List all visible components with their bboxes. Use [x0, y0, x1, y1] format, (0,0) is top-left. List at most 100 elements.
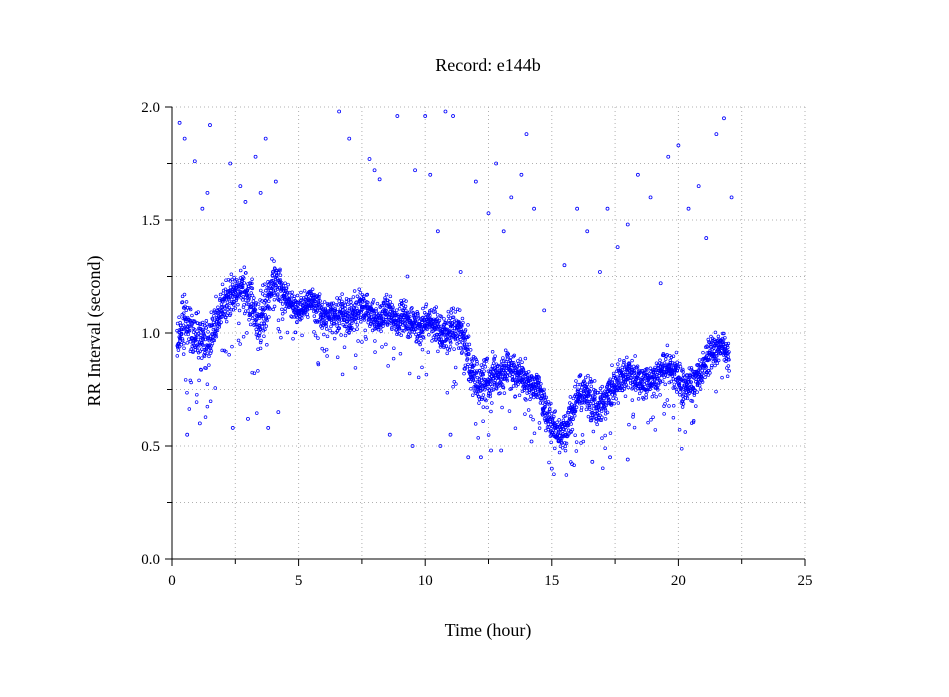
data-point — [491, 387, 496, 392]
data-point — [563, 448, 568, 453]
data-point — [273, 179, 278, 184]
data-point — [524, 398, 528, 402]
data-points — [175, 109, 734, 477]
data-point — [363, 328, 367, 333]
data-point — [524, 372, 528, 377]
data-point — [295, 315, 299, 320]
data-point — [503, 348, 508, 353]
data-point — [295, 320, 299, 325]
data-point — [695, 390, 699, 394]
data-point — [451, 315, 456, 319]
data-point — [324, 347, 329, 352]
data-point — [263, 327, 267, 332]
data-point — [268, 307, 272, 311]
data-point — [408, 318, 413, 323]
data-point — [205, 404, 210, 409]
data-point — [413, 168, 417, 173]
data-point — [202, 354, 207, 358]
data-point — [220, 305, 224, 309]
data-point — [253, 154, 258, 159]
data-point — [536, 374, 541, 379]
data-point — [542, 392, 547, 397]
data-point — [727, 350, 731, 354]
data-point — [595, 408, 600, 413]
data-point — [272, 291, 276, 295]
data-point — [616, 362, 620, 366]
data-point — [635, 172, 640, 177]
data-point — [588, 377, 593, 381]
data-point — [700, 380, 705, 384]
data-point — [224, 319, 229, 324]
data-point — [218, 292, 223, 297]
data-point — [585, 229, 590, 234]
data-point — [301, 302, 305, 307]
data-point — [291, 336, 295, 341]
data-point — [180, 300, 185, 304]
data-point — [355, 323, 360, 327]
data-point — [481, 372, 485, 377]
data-point — [253, 308, 258, 312]
data-point — [346, 313, 351, 318]
data-point — [358, 291, 363, 295]
data-point — [186, 306, 190, 310]
data-point — [434, 320, 438, 324]
data-point — [264, 288, 268, 293]
data-point — [439, 324, 444, 329]
data-point — [324, 327, 329, 331]
data-point — [516, 361, 521, 366]
data-point — [299, 298, 303, 302]
data-point — [663, 357, 668, 361]
data-point — [505, 374, 510, 378]
data-point — [404, 311, 408, 316]
data-point — [432, 317, 436, 322]
data-point — [537, 378, 541, 383]
data-point — [608, 455, 612, 460]
data-point — [559, 436, 564, 441]
data-point — [692, 393, 697, 397]
data-point — [487, 388, 492, 392]
data-point — [247, 297, 251, 301]
data-point — [467, 351, 471, 356]
data-point — [408, 314, 412, 319]
data-point — [547, 409, 552, 414]
data-point — [644, 392, 648, 397]
data-point — [460, 350, 464, 354]
data-point — [254, 317, 259, 321]
data-point — [449, 307, 454, 311]
data-point — [637, 391, 642, 396]
data-point — [726, 341, 731, 346]
data-point — [524, 132, 529, 137]
data-point — [337, 326, 342, 331]
data-point — [246, 416, 250, 421]
data-point — [400, 301, 404, 305]
data-point — [465, 364, 470, 369]
data-point — [709, 334, 713, 339]
data-point — [470, 363, 475, 368]
data-point — [489, 409, 493, 414]
data-point — [607, 398, 611, 402]
data-point — [327, 317, 332, 322]
data-point — [570, 427, 575, 432]
data-point — [572, 413, 577, 418]
data-point — [379, 314, 384, 319]
data-point — [561, 427, 565, 432]
data-point — [274, 273, 279, 277]
data-point — [498, 391, 502, 395]
data-point — [194, 335, 198, 340]
data-point — [315, 320, 320, 324]
data-point — [349, 300, 353, 304]
data-point — [558, 444, 563, 448]
data-point — [243, 309, 248, 313]
data-point — [462, 371, 466, 376]
data-point — [260, 299, 264, 303]
data-point — [663, 402, 667, 406]
data-point — [629, 375, 634, 380]
data-point — [305, 300, 309, 305]
data-point — [177, 120, 182, 125]
data-point — [361, 294, 366, 299]
data-point — [474, 357, 478, 362]
data-point — [372, 327, 377, 331]
data-point — [714, 389, 718, 394]
data-point — [444, 344, 448, 348]
